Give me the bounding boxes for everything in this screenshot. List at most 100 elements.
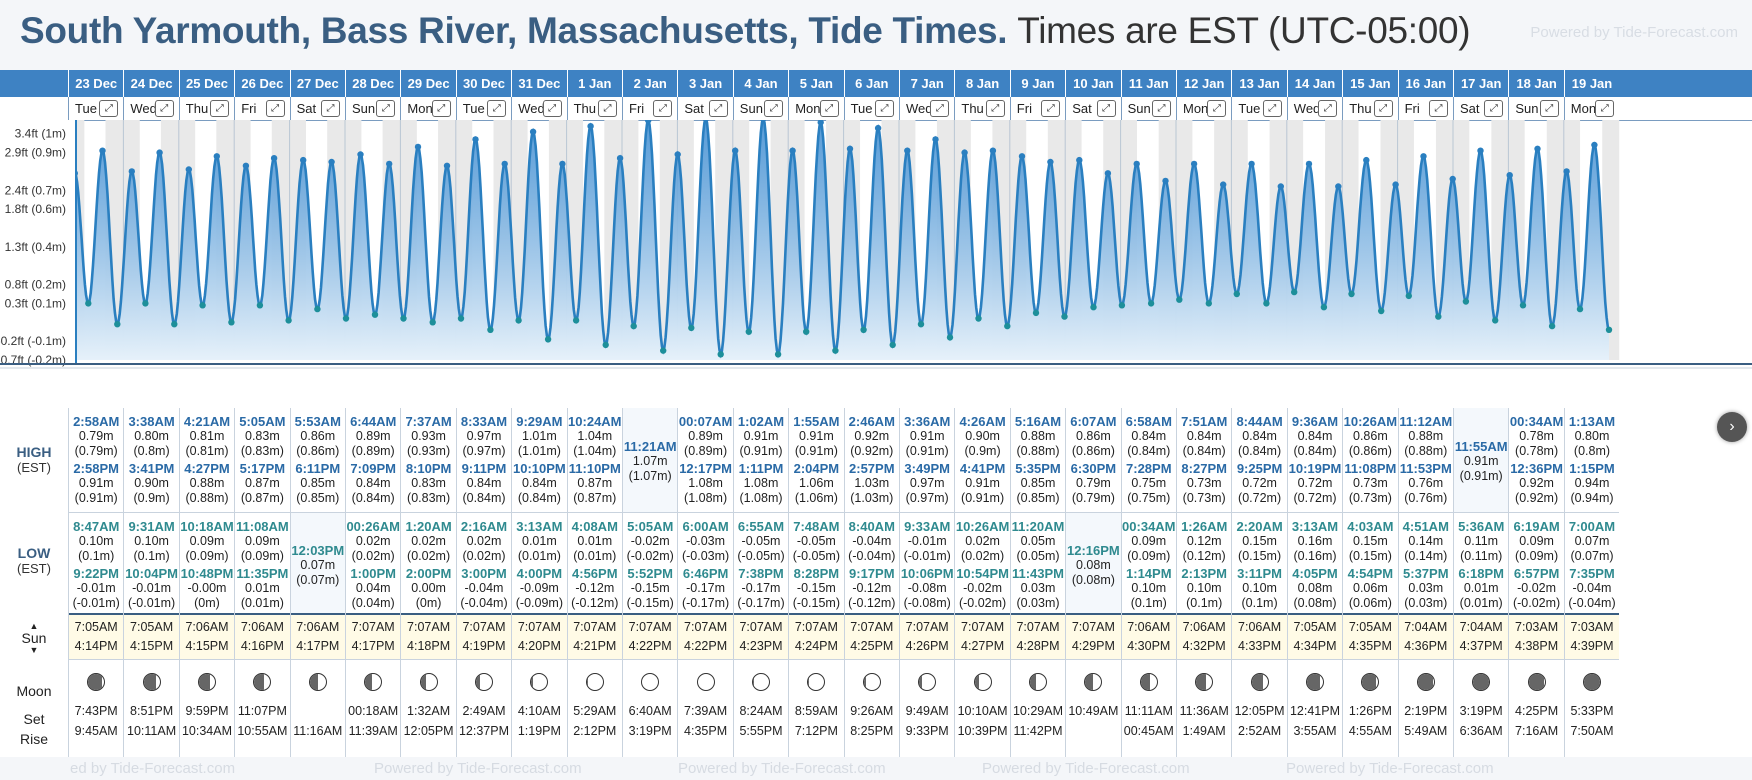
low-tide-point[interactable] [1320, 304, 1328, 311]
high-tide-point[interactable] [1190, 160, 1198, 168]
low-tide-point[interactable] [256, 302, 264, 309]
low-tide-point[interactable] [171, 321, 178, 328]
expand-day-icon[interactable]: ⤢ [487, 100, 507, 117]
low-tide-point[interactable] [515, 317, 522, 324]
low-tide-point[interactable] [630, 322, 637, 330]
expand-day-icon[interactable]: ⤢ [1318, 100, 1338, 117]
expand-day-icon[interactable]: ⤢ [376, 100, 396, 117]
high-tide-point[interactable] [1392, 181, 1399, 188]
high-tide-point[interactable] [1076, 156, 1083, 164]
expand-day-icon[interactable]: ⤢ [1151, 100, 1171, 117]
high-tide-point[interactable] [1047, 158, 1054, 166]
expand-day-icon[interactable]: ⤢ [1539, 100, 1559, 117]
low-tide-point[interactable] [199, 302, 206, 309]
low-tide-point[interactable] [1576, 305, 1584, 313]
low-tide-point[interactable] [142, 300, 149, 307]
high-tide-point[interactable] [1420, 153, 1427, 160]
high-tide-point[interactable] [414, 143, 422, 151]
low-tide-point[interactable] [1605, 326, 1613, 333]
high-tide-point[interactable] [732, 147, 739, 154]
high-tide-point[interactable] [1133, 160, 1140, 168]
high-tide-point[interactable] [1449, 175, 1456, 183]
expand-day-icon[interactable]: ⤢ [265, 100, 285, 117]
low-tide-point[interactable] [917, 321, 925, 328]
high-tide-point[interactable] [559, 160, 566, 168]
expand-day-icon[interactable]: ⤢ [320, 100, 340, 117]
low-tide-point[interactable] [717, 351, 724, 358]
high-tide-point[interactable] [587, 123, 594, 130]
high-tide-point[interactable] [1591, 141, 1598, 149]
low-tide-point[interactable] [1378, 307, 1385, 315]
high-tide-point[interactable] [1363, 156, 1370, 164]
high-tide-point[interactable] [1335, 183, 1342, 190]
low-tide-point[interactable] [602, 341, 609, 349]
high-tide-point[interactable] [185, 166, 192, 173]
high-tide-point[interactable] [1506, 172, 1513, 179]
high-tide-point[interactable] [846, 145, 854, 152]
expand-day-icon[interactable]: ⤢ [985, 100, 1005, 117]
high-tide-point[interactable] [1534, 145, 1541, 152]
low-tide-point[interactable] [1405, 292, 1413, 300]
low-tide-point[interactable] [1090, 304, 1097, 311]
low-tide-point[interactable] [1548, 322, 1556, 330]
scroll-right-button[interactable]: › [1717, 412, 1747, 442]
high-tide-point[interactable] [817, 120, 824, 126]
low-tide-point[interactable] [774, 351, 782, 358]
expand-day-icon[interactable]: ⤢ [764, 100, 784, 117]
expand-day-icon[interactable]: ⤢ [1041, 100, 1061, 117]
low-tide-point[interactable] [314, 305, 321, 313]
high-tide-point[interactable] [702, 120, 709, 122]
high-tide-point[interactable] [529, 128, 537, 135]
low-tide-point[interactable] [946, 334, 954, 341]
expand-day-icon[interactable]: ⤢ [874, 100, 894, 117]
low-tide-point[interactable] [544, 336, 552, 343]
high-tide-point[interactable] [645, 120, 652, 124]
expand-day-icon[interactable]: ⤢ [431, 100, 451, 117]
expand-day-icon[interactable]: ⤢ [1207, 100, 1227, 117]
low-tide-point[interactable] [860, 326, 867, 333]
high-tide-point[interactable] [270, 155, 278, 162]
high-tide-point[interactable] [1305, 160, 1313, 168]
expand-day-icon[interactable]: ⤢ [1484, 100, 1504, 117]
expand-day-icon[interactable]: ⤢ [1428, 100, 1448, 117]
low-tide-point[interactable] [1263, 300, 1270, 307]
high-tide-point[interactable] [472, 136, 479, 143]
high-tide-point[interactable] [99, 147, 106, 154]
high-tide-point[interactable] [443, 162, 451, 169]
expand-day-icon[interactable]: ⤢ [597, 100, 617, 117]
high-tide-point[interactable] [386, 160, 393, 168]
expand-day-icon[interactable]: ⤢ [653, 100, 673, 117]
high-tide-point[interactable] [874, 124, 882, 132]
low-tide-point[interactable] [832, 347, 839, 354]
high-tide-point[interactable] [357, 151, 364, 158]
high-tide-point[interactable] [1220, 181, 1227, 188]
high-tide-point[interactable] [1277, 183, 1285, 190]
high-tide-point[interactable] [1563, 168, 1570, 175]
high-tide-point[interactable] [674, 151, 681, 158]
low-tide-point[interactable] [1205, 300, 1213, 307]
low-tide-point[interactable] [285, 317, 292, 324]
low-tide-point[interactable] [228, 319, 235, 326]
high-tide-point[interactable] [616, 155, 624, 162]
low-tide-point[interactable] [1061, 313, 1068, 320]
expand-day-icon[interactable]: ⤢ [1096, 100, 1116, 117]
low-tide-point[interactable] [688, 324, 695, 332]
low-tide-point[interactable] [975, 315, 982, 322]
high-tide-point[interactable] [1162, 177, 1169, 185]
high-tide-point[interactable] [1248, 160, 1255, 168]
high-tide-point[interactable] [156, 149, 163, 156]
low-tide-point[interactable] [429, 319, 436, 326]
expand-day-icon[interactable]: ⤢ [1373, 100, 1393, 117]
low-tide-point[interactable] [745, 328, 752, 335]
high-tide-point[interactable] [242, 162, 250, 169]
high-tide-point[interactable] [213, 153, 220, 160]
low-tide-point[interactable] [457, 315, 465, 322]
high-tide-point[interactable] [1104, 170, 1112, 177]
high-tide-point[interactable] [1477, 147, 1484, 154]
expand-day-icon[interactable]: ⤢ [819, 100, 839, 117]
low-tide-point[interactable] [371, 311, 379, 318]
low-tide-point[interactable] [889, 341, 896, 349]
low-tide-point[interactable] [572, 317, 580, 324]
low-tide-point[interactable] [1348, 290, 1355, 298]
high-tide-point[interactable] [789, 147, 796, 154]
